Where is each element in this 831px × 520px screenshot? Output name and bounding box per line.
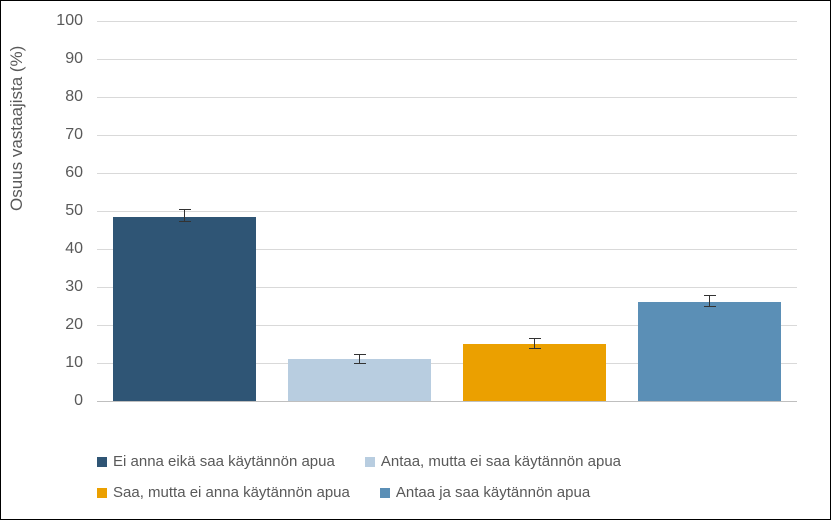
baseline [97, 401, 797, 402]
legend-label: Antaa, mutta ei saa käytännön apua [381, 453, 621, 470]
y-tick-label: 70 [65, 126, 83, 144]
bar-slot [272, 21, 447, 401]
plot-area [97, 21, 797, 401]
bar-group [97, 21, 797, 401]
legend-item: Antaa, mutta ei saa käytännön apua [365, 453, 621, 470]
y-tick-label: 40 [65, 240, 83, 258]
legend-item: Ei anna eikä saa käytännön apua [97, 453, 335, 470]
bar-slot [97, 21, 272, 401]
legend-swatch [97, 488, 107, 498]
legend-swatch [380, 488, 390, 498]
y-tick-label: 100 [56, 12, 83, 30]
plot-wrap: Osuus vastaajista (%) 010203040506070809… [1, 1, 830, 519]
bar-slot [447, 21, 622, 401]
bar [113, 217, 257, 401]
legend-swatch [365, 457, 375, 467]
bar [463, 344, 607, 401]
y-tick-label: 90 [65, 50, 83, 68]
y-tick-label: 30 [65, 278, 83, 296]
legend-label: Saa, mutta ei anna käytännön apua [113, 484, 350, 501]
legend-swatch [97, 457, 107, 467]
legend: Ei anna eikä saa käytännön apua Antaa, mu… [97, 453, 795, 501]
bar [638, 302, 782, 401]
y-tick-label: 20 [65, 316, 83, 334]
y-tick-label: 80 [65, 88, 83, 106]
chart-frame: Osuus vastaajista (%) 010203040506070809… [0, 0, 831, 520]
legend-item: Saa, mutta ei anna käytännön apua [97, 484, 350, 501]
y-axis-ticks: 0102030405060708090100 [1, 21, 91, 401]
legend-label: Antaa ja saa käytännön apua [396, 484, 590, 501]
legend-label: Ei anna eikä saa käytännön apua [113, 453, 335, 470]
bar-slot [622, 21, 797, 401]
y-tick-label: 0 [74, 392, 83, 410]
legend-item: Antaa ja saa käytännön apua [380, 484, 590, 501]
y-tick-label: 10 [65, 354, 83, 372]
y-tick-label: 60 [65, 164, 83, 182]
y-tick-label: 50 [65, 202, 83, 220]
bar [288, 359, 432, 401]
